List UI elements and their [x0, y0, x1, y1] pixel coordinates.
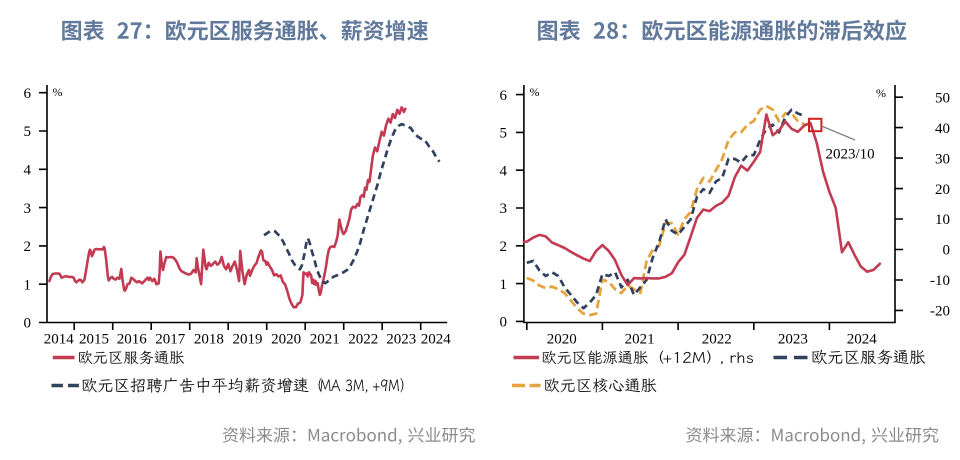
- svg-text:2024: 2024: [421, 332, 452, 348]
- svg-text:6: 6: [24, 86, 32, 102]
- svg-text:2020: 2020: [271, 332, 301, 348]
- svg-text:40: 40: [935, 121, 950, 137]
- svg-text:1: 1: [500, 277, 508, 293]
- svg-text:-20: -20: [930, 304, 950, 320]
- svg-text:2: 2: [24, 239, 32, 255]
- svg-text:%: %: [530, 85, 540, 99]
- svg-text:2020: 2020: [547, 332, 577, 348]
- svg-text:2021: 2021: [625, 332, 655, 348]
- svg-text:-10: -10: [930, 273, 950, 289]
- svg-text:4: 4: [500, 163, 508, 179]
- svg-text:0: 0: [24, 316, 32, 332]
- svg-text:0: 0: [500, 315, 508, 331]
- svg-text:2: 2: [500, 239, 508, 255]
- svg-text:1: 1: [24, 277, 32, 293]
- svg-text:4: 4: [24, 163, 32, 179]
- svg-text:2021: 2021: [310, 332, 340, 348]
- svg-text:20: 20: [935, 182, 950, 198]
- svg-text:3: 3: [24, 201, 32, 217]
- svg-text:6: 6: [500, 88, 508, 104]
- svg-text:2018: 2018: [194, 332, 224, 348]
- svg-text:2022: 2022: [348, 332, 378, 348]
- svg-text:3: 3: [500, 201, 508, 217]
- svg-text:2017: 2017: [155, 332, 186, 348]
- svg-text:2022: 2022: [702, 332, 732, 348]
- svg-text:30: 30: [935, 151, 950, 167]
- svg-text:2019: 2019: [233, 332, 263, 348]
- svg-text:5: 5: [24, 124, 32, 140]
- svg-text:2023/10: 2023/10: [826, 147, 875, 163]
- svg-text:5: 5: [500, 126, 508, 142]
- svg-text:%: %: [876, 86, 886, 100]
- svg-text:2015: 2015: [79, 332, 109, 348]
- svg-text:2024: 2024: [847, 332, 878, 348]
- svg-text:2016: 2016: [117, 332, 148, 348]
- svg-text:10: 10: [935, 212, 950, 228]
- svg-text:2023: 2023: [386, 332, 416, 348]
- svg-text:%: %: [53, 85, 63, 99]
- svg-text:50: 50: [935, 90, 950, 106]
- svg-text:2023: 2023: [778, 332, 808, 348]
- svg-text:2014: 2014: [44, 332, 75, 348]
- svg-text:0: 0: [943, 243, 951, 259]
